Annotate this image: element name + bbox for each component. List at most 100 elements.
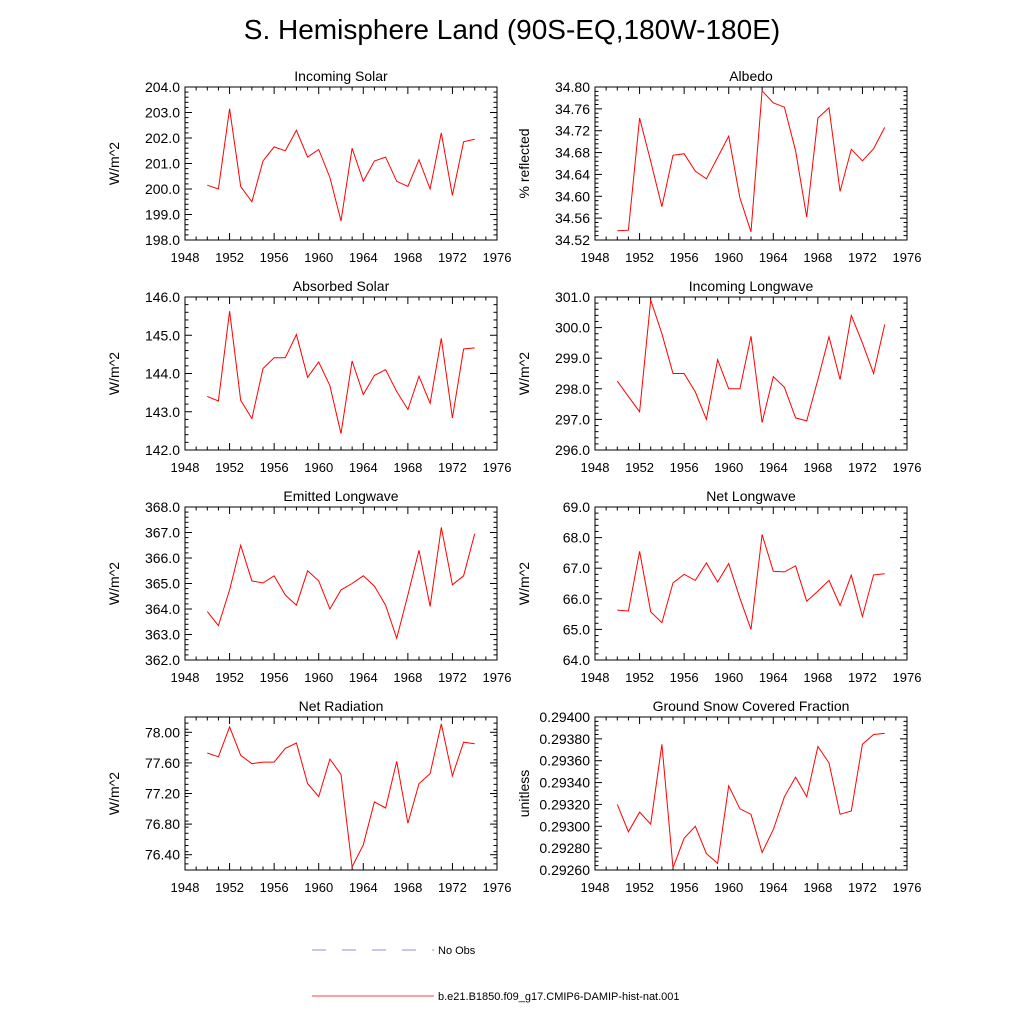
y-tick-label: 78.00 <box>145 724 180 740</box>
x-tick-label: 1960 <box>714 460 743 475</box>
series-line <box>206 527 476 641</box>
plot-frame <box>594 506 908 661</box>
x-tick-label: 1976 <box>483 670 512 685</box>
plot-frame <box>184 716 498 871</box>
y-tick-label: 76.40 <box>145 847 180 863</box>
y-tick-label: 146.0 <box>145 289 180 305</box>
y-tick-label: 76.80 <box>145 816 180 832</box>
x-tick-label: 1956 <box>260 250 289 265</box>
y-tick-label: 0.29360 <box>539 753 590 769</box>
x-tick-label: 1968 <box>393 250 422 265</box>
panel-6: Net Longwave W/m^2 1948 1952 1956 1960 1964 196… <box>516 488 921 685</box>
x-tick-label: 1952 <box>625 880 654 895</box>
x-tick-label: 1948 <box>581 460 610 475</box>
x-tick-label: 1972 <box>438 670 467 685</box>
panel-8: Ground Snow Covered Fraction unitless 1948… <box>516 698 921 895</box>
x-tick-label: 1956 <box>260 460 289 475</box>
panel-3: Absorbed Solar W/m^2 1948 1952 1956 1960 1964 1… <box>106 278 511 475</box>
y-tick-label: 0.29400 <box>539 709 590 725</box>
x-tick-label: 1956 <box>260 670 289 685</box>
y-tick-label: 298.0 <box>555 381 590 397</box>
y-tick-label: 202.0 <box>145 130 180 146</box>
x-tick-label: 1976 <box>893 670 922 685</box>
y-tick-label: 201.0 <box>145 156 180 172</box>
x-tick-label: 1976 <box>893 460 922 475</box>
x-tick-label: 1964 <box>759 250 788 265</box>
y-tick-label: 296.0 <box>555 442 590 458</box>
plot-frame <box>594 86 908 241</box>
panel-title: Absorbed Solar <box>293 278 390 294</box>
y-tick-label: 198.0 <box>145 232 180 248</box>
y-tick-label: 77.20 <box>145 786 180 802</box>
x-tick-label: 1960 <box>304 460 333 475</box>
panel-2: Albedo % reflected 1948 1952 1956 1960 1964 196… <box>516 68 921 265</box>
panel-7: Net Radiation W/m^2 1948 1952 1956 1960 1964 19… <box>106 698 511 895</box>
y-tick-label: 365.0 <box>145 576 180 592</box>
x-tick-label: 1972 <box>848 250 877 265</box>
y-tick-label: 203.0 <box>145 105 180 121</box>
x-tick-label: 1972 <box>438 460 467 475</box>
y-axis-label: W/m^2 <box>106 562 122 605</box>
x-tick-label: 1956 <box>670 250 699 265</box>
x-tick-label: 1972 <box>848 880 877 895</box>
x-tick-label: 1960 <box>304 880 333 895</box>
panel-title: Net Longwave <box>706 488 796 504</box>
y-tick-label: 204.0 <box>145 79 180 95</box>
panel-1: Incoming Solar W/m^2 1948 1952 1956 1960 1964 1… <box>106 68 511 265</box>
x-tick-label: 1976 <box>483 880 512 895</box>
y-tick-label: 200.0 <box>145 181 180 197</box>
x-tick-label: 1964 <box>349 670 378 685</box>
y-axis-label: W/m^2 <box>106 772 122 815</box>
series-line <box>616 732 885 868</box>
series-line <box>207 723 475 869</box>
x-tick-label: 1948 <box>171 250 200 265</box>
series-line <box>207 311 475 434</box>
x-tick-label: 1956 <box>260 880 289 895</box>
x-tick-label: 1948 <box>581 250 610 265</box>
y-tick-label: 199.0 <box>145 207 180 223</box>
panel-title: Ground Snow Covered Fraction <box>653 698 850 714</box>
x-tick-label: 1948 <box>171 880 200 895</box>
x-tick-label: 1948 <box>581 670 610 685</box>
y-tick-label: 145.0 <box>145 327 180 343</box>
y-axis-label: W/m^2 <box>106 142 122 185</box>
y-tick-label: 300.0 <box>555 320 590 336</box>
x-tick-label: 1968 <box>803 670 832 685</box>
y-tick-label: 67.0 <box>563 560 590 576</box>
y-tick-label: 364.0 <box>145 601 180 617</box>
y-tick-label: 0.29260 <box>539 862 590 878</box>
x-tick-label: 1976 <box>893 880 922 895</box>
x-tick-label: 1964 <box>349 250 378 265</box>
y-tick-label: 144.0 <box>145 366 180 382</box>
y-tick-label: 77.60 <box>145 755 180 771</box>
x-tick-label: 1956 <box>670 460 699 475</box>
x-tick-label: 1960 <box>714 250 743 265</box>
plot-frame <box>594 296 908 451</box>
y-tick-label: 366.0 <box>145 550 180 566</box>
y-tick-label: 297.0 <box>555 411 590 427</box>
series-line <box>617 534 885 630</box>
x-tick-label: 1976 <box>483 460 512 475</box>
y-tick-label: 367.0 <box>145 525 180 541</box>
x-tick-label: 1968 <box>393 880 422 895</box>
plot-frame <box>184 296 498 451</box>
x-tick-label: 1956 <box>670 670 699 685</box>
series-line <box>207 108 475 222</box>
x-tick-label: 1976 <box>483 250 512 265</box>
x-tick-label: 1964 <box>349 460 378 475</box>
x-tick-label: 1952 <box>625 670 654 685</box>
x-tick-label: 1952 <box>625 460 654 475</box>
x-tick-label: 1948 <box>581 880 610 895</box>
x-tick-label: 1964 <box>759 880 788 895</box>
y-tick-label: 299.0 <box>555 350 590 366</box>
x-tick-label: 1972 <box>848 670 877 685</box>
y-tick-label: 69.0 <box>563 499 590 515</box>
y-tick-label: 34.68 <box>555 145 590 161</box>
x-tick-label: 1972 <box>438 880 467 895</box>
x-tick-label: 1952 <box>215 460 244 475</box>
y-tick-label: 64.0 <box>563 652 590 668</box>
y-tick-label: 363.0 <box>145 627 180 643</box>
y-tick-label: 0.29340 <box>539 775 590 791</box>
x-tick-label: 1956 <box>670 880 699 895</box>
